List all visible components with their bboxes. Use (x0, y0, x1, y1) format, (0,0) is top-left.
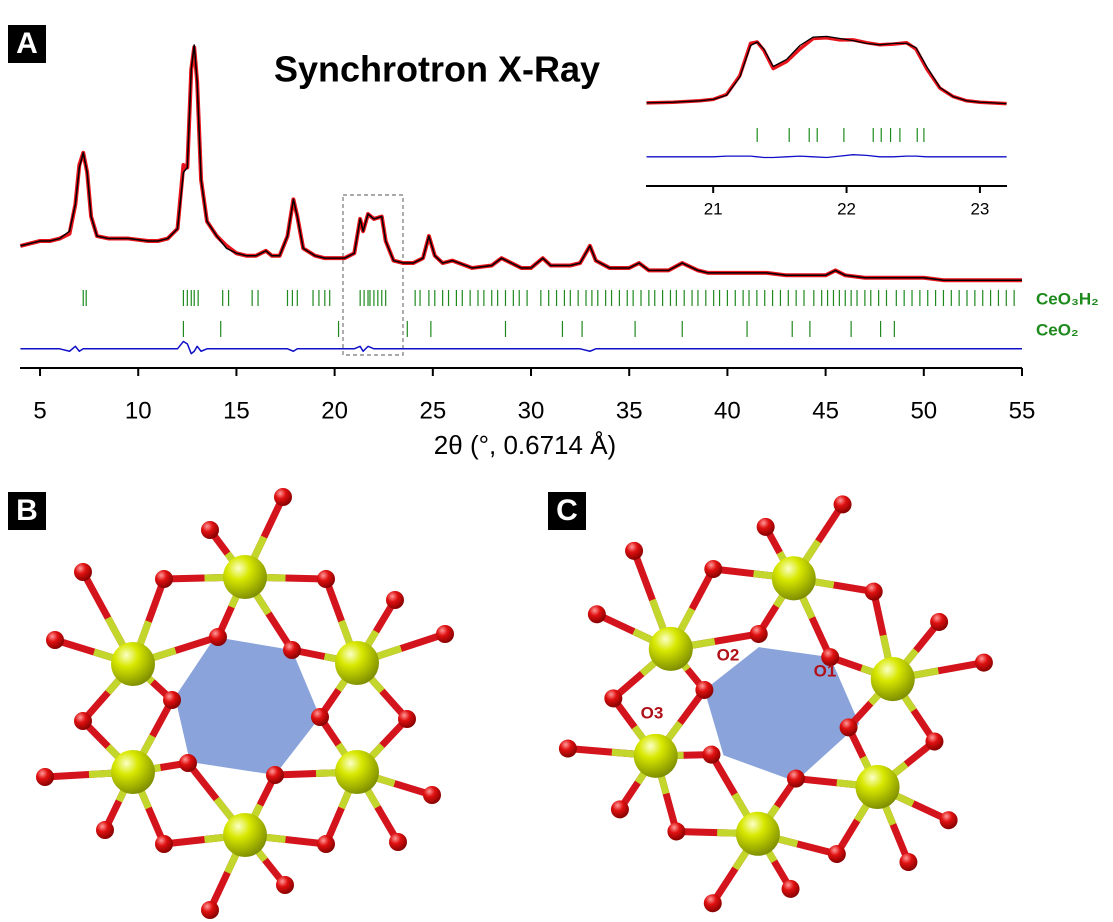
figure: A Synchrotron X-Ray 2θ (°, 0.6714 Å) 5 10… (0, 0, 1113, 922)
x-tick-label: 50 (910, 397, 937, 424)
atom-label: O1 (814, 661, 837, 680)
x-tick-label: 20 (321, 397, 348, 424)
pattern-line (20, 341, 1022, 353)
x-tick-label: 35 (616, 397, 643, 424)
phase-label: CeO₂ (1036, 320, 1079, 339)
structure-c (539, 461, 1013, 922)
x-tick-label: 5 (33, 397, 46, 424)
x-tick-label: 45 (812, 397, 839, 424)
panel-label: B (16, 494, 38, 527)
x-tick-label: 30 (518, 397, 545, 424)
x-tick-label: 21 (704, 199, 723, 218)
atom-label: O3 (641, 703, 664, 722)
chart-title: Synchrotron X-Ray (274, 49, 600, 90)
x-tick-label: 40 (714, 397, 741, 424)
x-tick-label: 15 (223, 397, 250, 424)
x-tick-label: 25 (419, 397, 446, 424)
phase-label: CeO₃H₂ (1036, 289, 1099, 308)
x-tick-label: 23 (970, 199, 989, 218)
charts: 5 10 15 20 25 30 35 40 45 50 55 CeO₃H₂ CeO₂ 21 22 23 (20, 36, 1098, 424)
panel-label: C (556, 494, 578, 527)
x-tick-label: 55 (1009, 397, 1036, 424)
pattern-line (647, 155, 1007, 158)
x-tick-label: 22 (837, 199, 856, 218)
channel (175, 637, 320, 775)
panel-label: A (16, 27, 38, 60)
pattern-line (647, 38, 1007, 104)
x-tick-label: 10 (125, 397, 152, 424)
atom-label: O2 (717, 645, 740, 664)
pattern-line (647, 36, 1007, 103)
x-axis-label: 2θ (°, 0.6714 Å) (434, 430, 616, 460)
structure-b (36, 488, 454, 919)
